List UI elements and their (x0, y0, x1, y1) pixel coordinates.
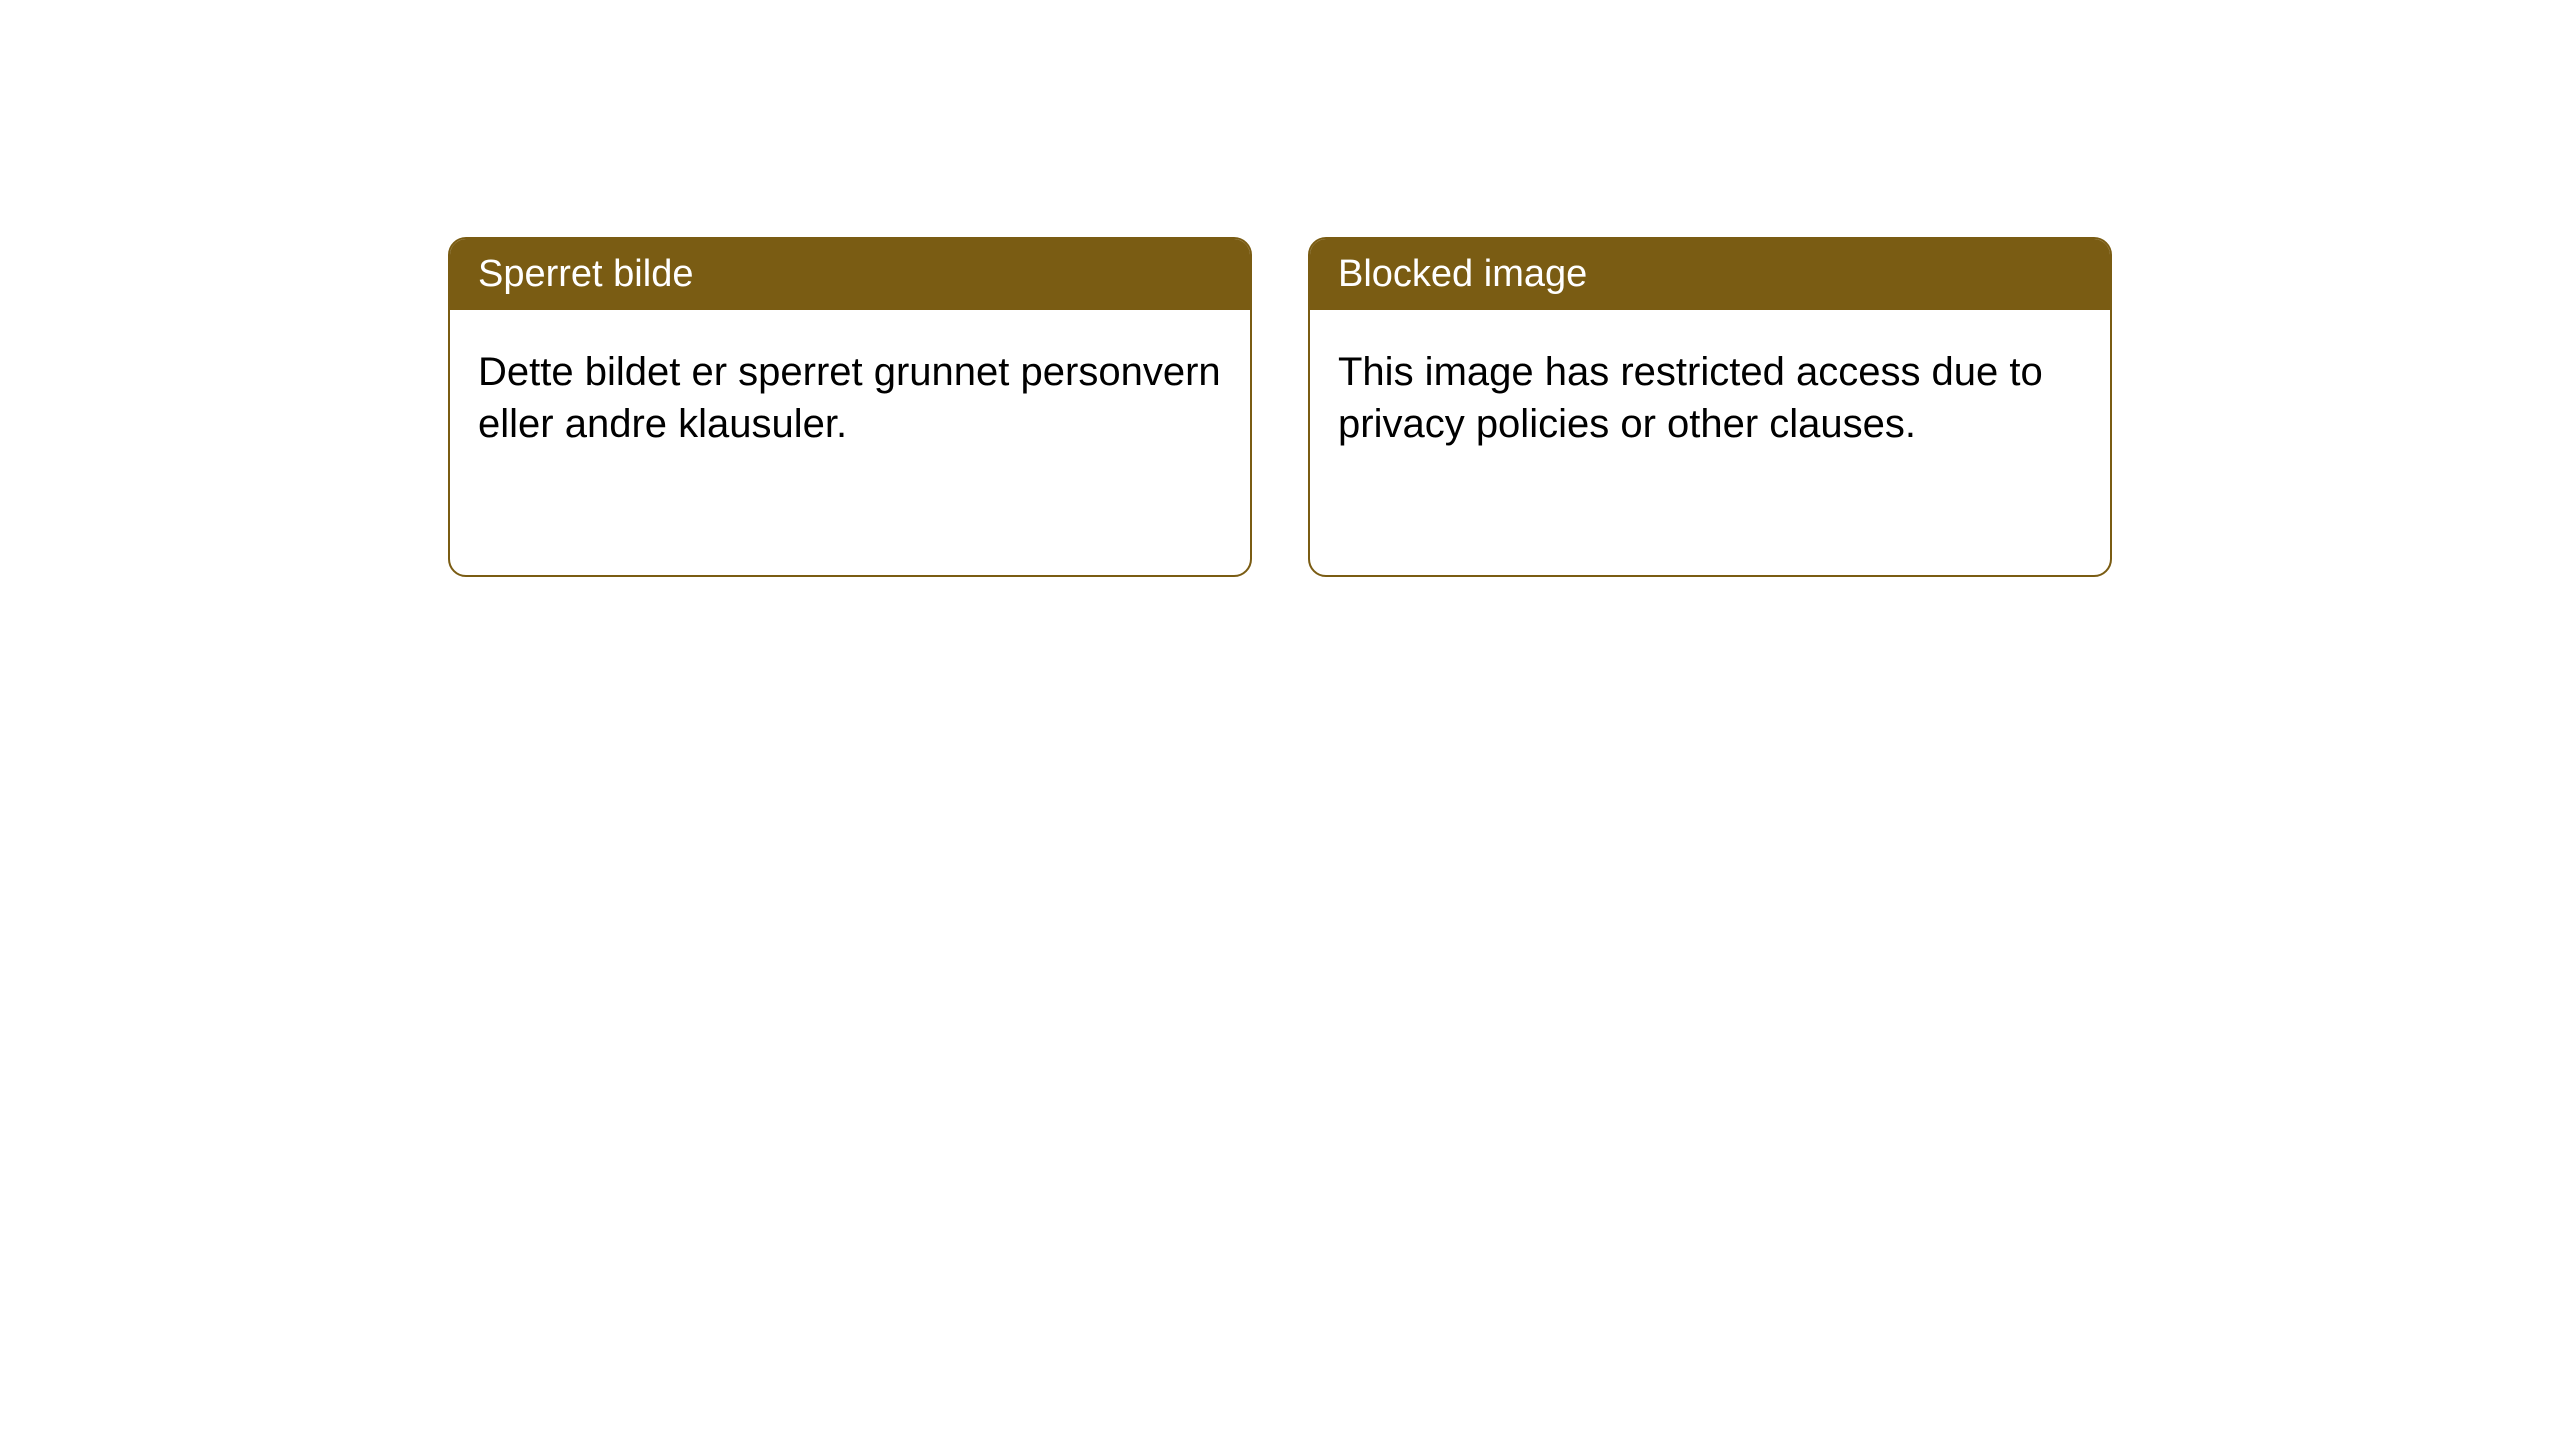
card-header: Sperret bilde (450, 239, 1250, 310)
notice-card-norwegian: Sperret bilde Dette bildet er sperret gr… (448, 237, 1252, 577)
card-header: Blocked image (1310, 239, 2110, 310)
card-message: Dette bildet er sperret grunnet personve… (478, 350, 1221, 446)
card-title: Blocked image (1338, 253, 1587, 295)
card-message: This image has restricted access due to … (1338, 350, 2043, 446)
notice-card-english: Blocked image This image has restricted … (1308, 237, 2112, 577)
card-body: Dette bildet er sperret grunnet personve… (450, 310, 1250, 486)
card-body: This image has restricted access due to … (1310, 310, 2110, 486)
notice-cards-container: Sperret bilde Dette bildet er sperret gr… (448, 237, 2112, 577)
card-title: Sperret bilde (478, 253, 693, 295)
